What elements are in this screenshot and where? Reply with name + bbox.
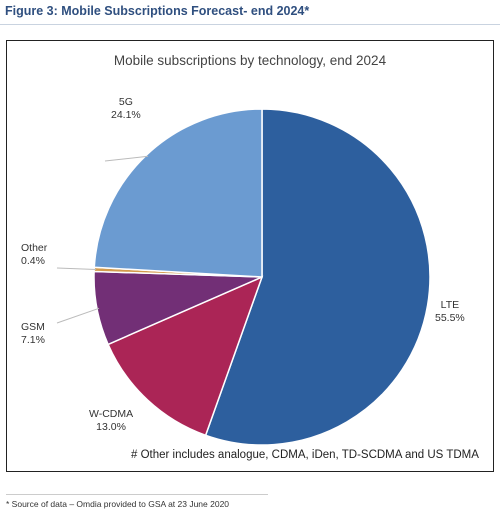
label-other: Other 0.4% [21, 242, 47, 268]
label-lte-name: LTE [440, 299, 460, 311]
label-5g: 5G 24.1% [111, 96, 141, 122]
label-wcdma-name: W-CDMA [89, 408, 134, 420]
title-divider [0, 24, 500, 25]
pie-slice-5g [93, 108, 263, 278]
leader-line-other [56, 267, 97, 270]
label-gsm: GSM 7.1% [21, 321, 45, 347]
source-divider [6, 494, 268, 495]
label-wcdma-value: 13.0% [96, 421, 126, 433]
label-lte: LTE 55.5% [435, 299, 465, 325]
pie-chart [56, 108, 431, 446]
label-5g-value: 24.1% [111, 109, 141, 121]
chart-frame: Mobile subscriptions by technology, end … [6, 40, 494, 472]
label-gsm-value: 7.1% [21, 334, 45, 346]
label-5g-name: 5G [118, 96, 133, 108]
label-other-name: Other [21, 242, 48, 254]
source-note: * Source of data – Omdia provided to GSA… [6, 499, 230, 509]
leader-line-gsm [56, 307, 100, 324]
label-other-value: 0.4% [21, 255, 45, 267]
leader-line-5g [104, 155, 149, 162]
label-wcdma: W-CDMA 13.0% [89, 408, 133, 434]
label-lte-value: 55.5% [435, 312, 465, 324]
chart-title: Mobile subscriptions by technology, end … [113, 53, 387, 68]
pie-slice-lte [204, 108, 431, 446]
chart-footnote: # Other includes analogue, CDMA, iDen, T… [131, 449, 479, 461]
figure-title: Figure 3: Mobile Subscriptions Forecast-… [5, 4, 310, 18]
label-gsm-name: GSM [21, 321, 45, 333]
pie-slice-wcdma [107, 275, 264, 437]
